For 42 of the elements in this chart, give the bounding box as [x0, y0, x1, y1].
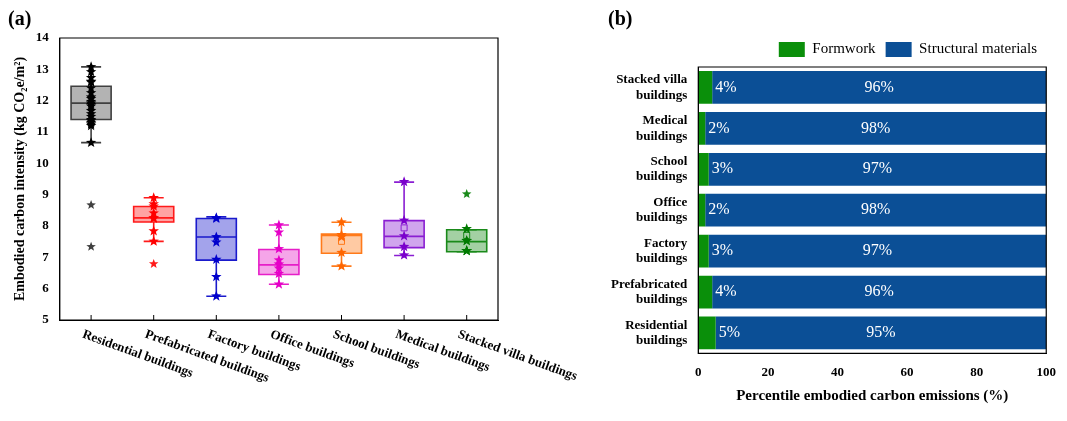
data-label: 3% — [711, 241, 734, 259]
y-axis-title: Embodied carbon intensity (kg CO₂e/m²) — [12, 56, 29, 302]
y-tick-label: Stacked villa buildings — [616, 71, 688, 102]
data-label: 98% — [861, 118, 891, 136]
y-tick-label: School buildings — [635, 152, 688, 184]
x-tick-label: 20 — [761, 363, 775, 379]
x-tick-label: 100 — [1036, 363, 1056, 379]
y-tick-label: 5 — [42, 311, 50, 327]
y-tick-label: 7 — [42, 248, 50, 264]
y-tick-label: 10 — [35, 154, 49, 170]
y-tick-label: Medical buildings — [635, 111, 688, 143]
data-label: 97% — [862, 159, 893, 177]
y-tick-label: 6 — [42, 280, 50, 296]
data-label: 96% — [864, 77, 894, 95]
data-label: 5% — [718, 323, 741, 341]
data-label: 96% — [864, 282, 894, 300]
y-tick-label: Prefabricated buildings — [610, 275, 689, 307]
y-tick-label: 12 — [35, 92, 49, 108]
y-tick-label: 13 — [35, 60, 50, 76]
data-label: 95% — [866, 323, 896, 341]
chart-title: (a) — [8, 7, 32, 31]
x-tick-label: 0 — [695, 363, 702, 379]
x-axis-title: Percentile embodied carbon emissions (%) — [736, 386, 1009, 404]
chart-title: (b) — [608, 7, 633, 31]
y-tick-label: Factory buildings — [635, 234, 688, 266]
data-label: 97% — [862, 241, 893, 259]
y-tick-label: 11 — [36, 123, 49, 139]
legend-label: Structural materials — [919, 40, 1038, 57]
y-tick-label: Office buildings — [635, 193, 688, 225]
legend-label: Formwork — [812, 40, 877, 57]
data-label: 4% — [715, 77, 737, 95]
data-label: 2% — [708, 200, 730, 218]
y-tick-label: 8 — [42, 217, 50, 233]
x-tick-label: 80 — [970, 363, 984, 379]
data-label: 3% — [711, 159, 734, 177]
data-label: 2% — [708, 118, 730, 136]
x-tick-label: 40 — [830, 363, 844, 379]
x-tick-label: 60 — [900, 363, 914, 379]
y-tick-label: 9 — [42, 186, 50, 202]
data-label: 98% — [861, 200, 891, 218]
y-tick-label: 14 — [35, 29, 50, 45]
data-label: 4% — [715, 282, 737, 300]
